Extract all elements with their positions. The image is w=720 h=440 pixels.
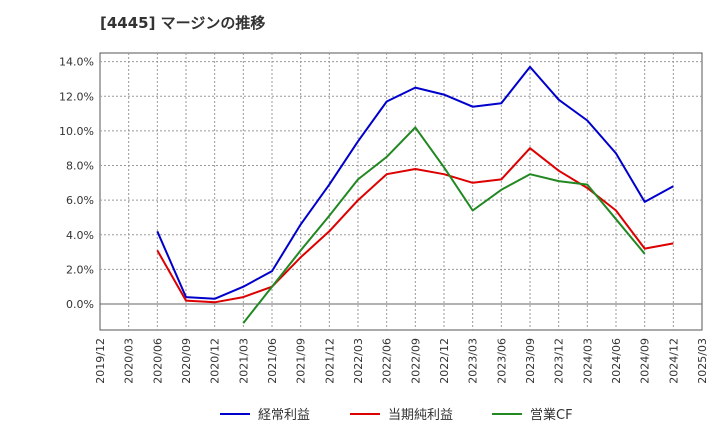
plot-area (99, 52, 703, 331)
series-line-2 (242, 126, 646, 324)
y-tick-label: 2.0% (66, 263, 94, 276)
x-tick-label: 2024/06 (610, 338, 623, 384)
x-tick-label: 2021/06 (266, 338, 279, 384)
chart-title: [4445] マージンの推移 (100, 14, 266, 32)
x-tick-label: 2020/09 (180, 338, 193, 384)
y-tick-label: 6.0% (66, 194, 94, 207)
x-tick-label: 2022/03 (352, 338, 365, 384)
x-tick-label: 2022/12 (438, 338, 451, 384)
x-tick-label: 2021/03 (237, 338, 250, 384)
series-line-0 (156, 65, 674, 300)
x-tick-label: 2023/06 (495, 338, 508, 384)
x-tick-label: 2022/06 (381, 338, 394, 384)
y-axis-ticks: 0.0% 2.0% 4.0% 6.0% 8.0% 10.0% 12.0% 14.0% (59, 56, 94, 311)
series-line-1 (156, 147, 674, 304)
x-tick-label: 2024/03 (581, 338, 594, 384)
x-tick-label: 2020/12 (209, 338, 222, 384)
series-lines (156, 65, 674, 324)
x-axis-ticks: 2019/12 2020/03 2020/06 2020/09 2020/12 2021/… (94, 338, 709, 384)
y-tick-label: 10.0% (59, 125, 94, 138)
x-tick-label: 2023/03 (467, 338, 480, 384)
x-tick-label: 2022/09 (409, 338, 422, 384)
x-tick-label: 2024/12 (667, 338, 680, 384)
y-tick-label: 8.0% (66, 160, 94, 173)
x-tick-label: 2025/03 (696, 338, 709, 384)
x-tick-label: 2023/09 (524, 338, 537, 384)
legend-label: 営業CF (530, 407, 573, 423)
y-tick-label: 4.0% (66, 229, 94, 242)
x-tick-label: 2021/09 (295, 338, 308, 384)
x-tick-label: 2021/12 (323, 338, 336, 384)
legend-label: 経常利益 (258, 408, 310, 423)
x-tick-label: 2020/06 (151, 338, 164, 384)
legend-label: 当期純利益 (388, 408, 453, 423)
y-tick-label: 0.0% (66, 298, 94, 311)
x-tick-label: 2019/12 (94, 338, 107, 384)
y-tick-label: 12.0% (59, 90, 94, 103)
legend: 経常利益 当期純利益 営業CF (220, 407, 573, 423)
x-tick-label: 2024/09 (639, 338, 652, 384)
y-tick-label: 14.0% (59, 56, 94, 69)
x-tick-label: 2023/12 (553, 338, 566, 384)
x-tick-label: 2020/03 (123, 338, 136, 384)
